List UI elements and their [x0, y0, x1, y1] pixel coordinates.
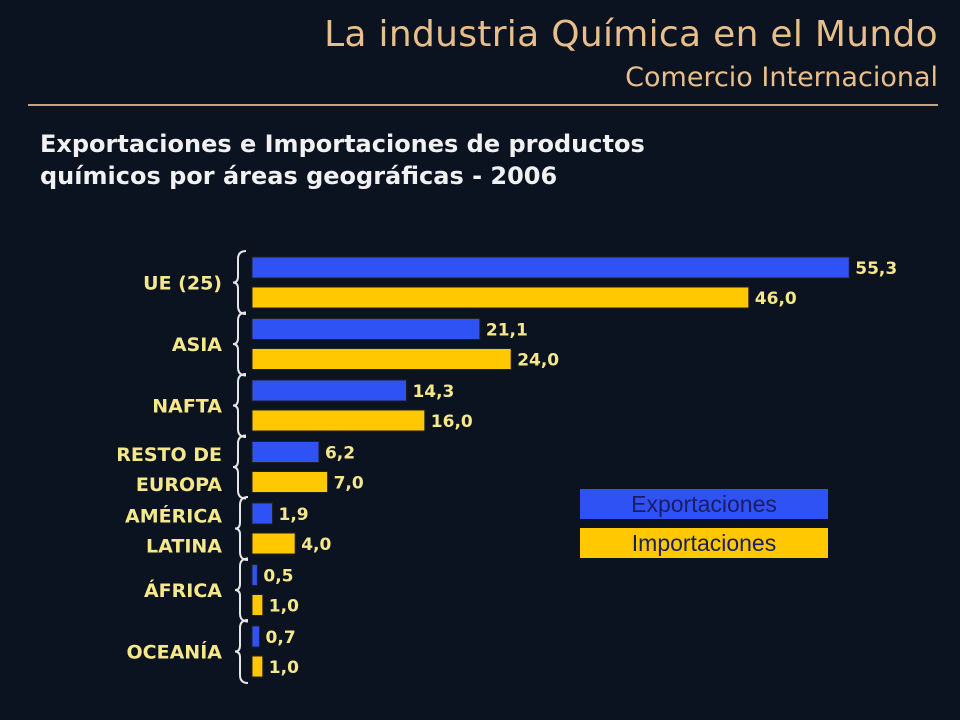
- group-bracket: [234, 557, 249, 623]
- data-label: 4,0: [301, 535, 331, 555]
- category-label: UE (25): [143, 273, 222, 295]
- bar-exportaciones: [251, 318, 481, 340]
- chart-title-line-2: químicos por áreas geográficas - 2006: [40, 162, 558, 190]
- data-label: 55,3: [855, 259, 897, 279]
- bar-importaciones: [251, 348, 512, 370]
- data-label: 6,2: [325, 444, 355, 464]
- group-bracket: [232, 373, 247, 438]
- bar-exportaciones: [251, 379, 407, 402]
- page-title: La industria Química en el Mundo: [324, 14, 938, 55]
- data-label: 24,0: [517, 351, 559, 371]
- category-label: ÁFRICA: [144, 579, 222, 602]
- bar-importaciones: [251, 594, 264, 616]
- category-label: NAFTA: [152, 396, 222, 418]
- bar-exportaciones: [251, 441, 320, 463]
- data-label: 1,9: [279, 505, 309, 525]
- data-label: 1,0: [269, 658, 299, 678]
- data-label: 16,0: [431, 412, 473, 432]
- legend-exportaciones: Exportaciones: [580, 489, 828, 519]
- category-label: ASIA: [172, 334, 222, 356]
- header-divider: [28, 104, 938, 106]
- data-label: 0,5: [263, 567, 293, 587]
- data-label: 7,0: [334, 474, 364, 494]
- group-bracket: [232, 311, 247, 377]
- page-subtitle: Comercio Internacional: [625, 62, 938, 93]
- bar-importaciones: [251, 286, 750, 309]
- bar-exportaciones: [251, 256, 850, 279]
- chart-title: Exportaciones e Importaciones de product…: [40, 128, 800, 192]
- data-label: 0,7: [266, 628, 296, 648]
- group-bracket: [234, 496, 249, 561]
- legend-importaciones: Importaciones: [580, 528, 828, 558]
- category-label: EUROPA: [136, 474, 222, 496]
- chart-title-line-1: Exportaciones e Importaciones de product…: [40, 130, 645, 158]
- bar-exportaciones: [251, 502, 274, 525]
- bar-importaciones: [251, 471, 329, 493]
- category-label: AMÉRICA: [125, 505, 222, 528]
- group-bracket: [232, 434, 247, 500]
- category-label: LATINA: [146, 536, 222, 558]
- bar-importaciones: [251, 532, 296, 555]
- bar-exportaciones: [251, 625, 261, 648]
- group-bracket: [234, 619, 249, 684]
- bar-exportaciones: [251, 564, 258, 586]
- data-label: 21,1: [486, 321, 528, 341]
- group-bracket: [232, 250, 247, 315]
- data-label: 1,0: [269, 597, 299, 617]
- data-label: 46,0: [755, 289, 797, 309]
- category-label: RESTO DE: [116, 444, 222, 466]
- category-label: OCEANÍA: [127, 641, 223, 664]
- data-label: 14,3: [412, 382, 454, 402]
- bar-importaciones: [251, 409, 426, 432]
- bar-importaciones: [251, 655, 264, 678]
